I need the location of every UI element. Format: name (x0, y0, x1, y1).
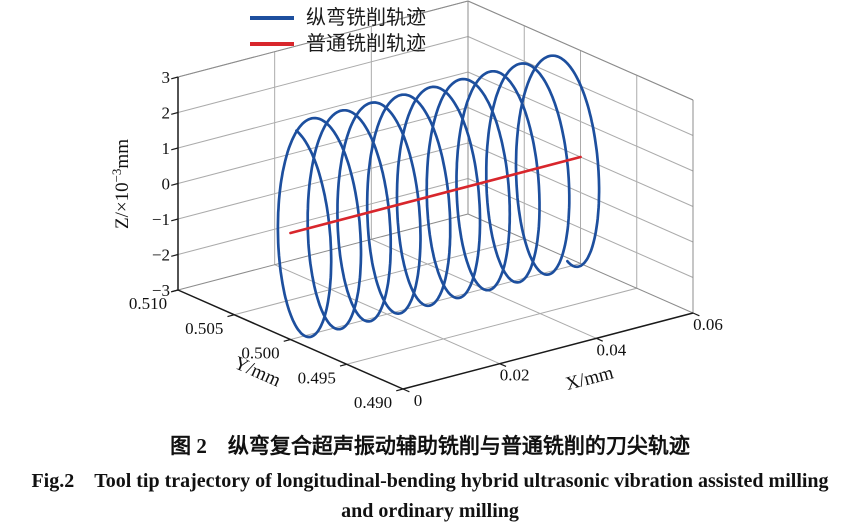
x-tick-mark (402, 388, 410, 393)
legend-label-ordinary: 普通铣削轨迹 (306, 33, 426, 55)
tick-layer: −3 −2 −1 0 1 2 3 0.490 0.495 0.500 0.505 0.510 0 0.02… (129, 68, 723, 412)
box-edge (467, 0, 694, 101)
y-tick-label: 0.505 (185, 319, 223, 338)
plot-legend: 纵弯铣削轨迹 普通铣削轨迹 (250, 5, 426, 57)
z-tick-mark (171, 76, 179, 80)
y-tick-mark (339, 363, 347, 367)
ultrasonic-milling-trajectory-path (276, 54, 601, 339)
axis-label-layer: X/mm Y/mm Z/×10−3mm (109, 139, 616, 395)
caption-chinese: 图 2 纵弯复合超声振动辅助铣削与普通铣削的刀尖轨迹 (170, 434, 690, 458)
z-tick-label: 2 (162, 104, 171, 123)
y-tick-mark (396, 388, 404, 392)
x-tick-label: 0.04 (596, 340, 626, 359)
y-tick-label: 0.510 (129, 294, 167, 313)
y-tick-mark (283, 338, 291, 342)
legend-swatch-1 (250, 42, 294, 46)
series-layer (276, 54, 601, 339)
grid-line (346, 287, 637, 365)
z-axis-label-exponent: −3 (109, 169, 124, 183)
caption-english-line1: Fig.2 Tool tip trajectory of longitudina… (31, 470, 829, 492)
y-tick-mark (171, 289, 179, 293)
y-tick-mark (227, 314, 235, 318)
z-tick-mark (171, 253, 179, 257)
z-tick-mark (171, 182, 179, 186)
box-edge (467, 213, 694, 314)
x-axis-label: X/mm (563, 362, 616, 395)
legend-swatch-0 (250, 16, 294, 20)
x-tick-mark (499, 363, 507, 368)
z-tick-label: 0 (162, 175, 171, 194)
x-tick-label: 0 (414, 391, 423, 410)
figure-caption: 图 2 纵弯复合超声振动辅助铣削与普通铣削的刀尖轨迹 Fig.2 Tool ti… (0, 433, 860, 524)
z-tick-mark (171, 147, 179, 151)
grid-line (177, 107, 469, 184)
legend-item-ordinary: 普通铣削轨迹 (250, 31, 426, 57)
x-tick-mark (596, 337, 603, 342)
legend-label-ultrasonic: 纵弯铣削轨迹 (306, 7, 426, 29)
legend-item-ultrasonic: 纵弯铣削轨迹 (250, 5, 426, 31)
grid-line (177, 71, 469, 149)
ordinary-milling-trajectory-path (289, 155, 582, 235)
z-tick-label: −2 (152, 246, 170, 265)
z-tick-label: 1 (162, 139, 171, 158)
z-tick-label: −1 (152, 210, 170, 229)
x-tick-label: 0.02 (500, 366, 530, 385)
z-axis-label-unit: mm (112, 139, 133, 169)
grid-line (177, 178, 469, 255)
x-axis-line (402, 312, 694, 390)
y-tick-label: 0.500 (241, 344, 279, 363)
grid-line (177, 36, 469, 113)
y-tick-label: 0.495 (298, 368, 336, 387)
box-edge (177, 0, 469, 78)
z-tick-label: −3 (152, 281, 170, 300)
z-tick-mark (171, 218, 179, 222)
y-tick-label: 0.490 (354, 393, 392, 412)
x-tick-label: 0.06 (693, 315, 723, 334)
z-axis-label-base: Z/×10 (112, 182, 133, 229)
caption-english-line2: and ordinary milling (341, 500, 519, 522)
z-tick-label: 3 (162, 68, 171, 87)
z-tick-mark (171, 111, 179, 115)
grid-line (177, 142, 469, 220)
3d-trajectory-plot: −3 −2 −1 0 1 2 3 0.490 0.495 0.500 0.505 0.510 0 0.02… (109, 0, 723, 412)
x-tick-mark (692, 312, 700, 317)
grid-line (234, 238, 525, 316)
z-axis-label: Z/×10−3mm (109, 139, 133, 229)
